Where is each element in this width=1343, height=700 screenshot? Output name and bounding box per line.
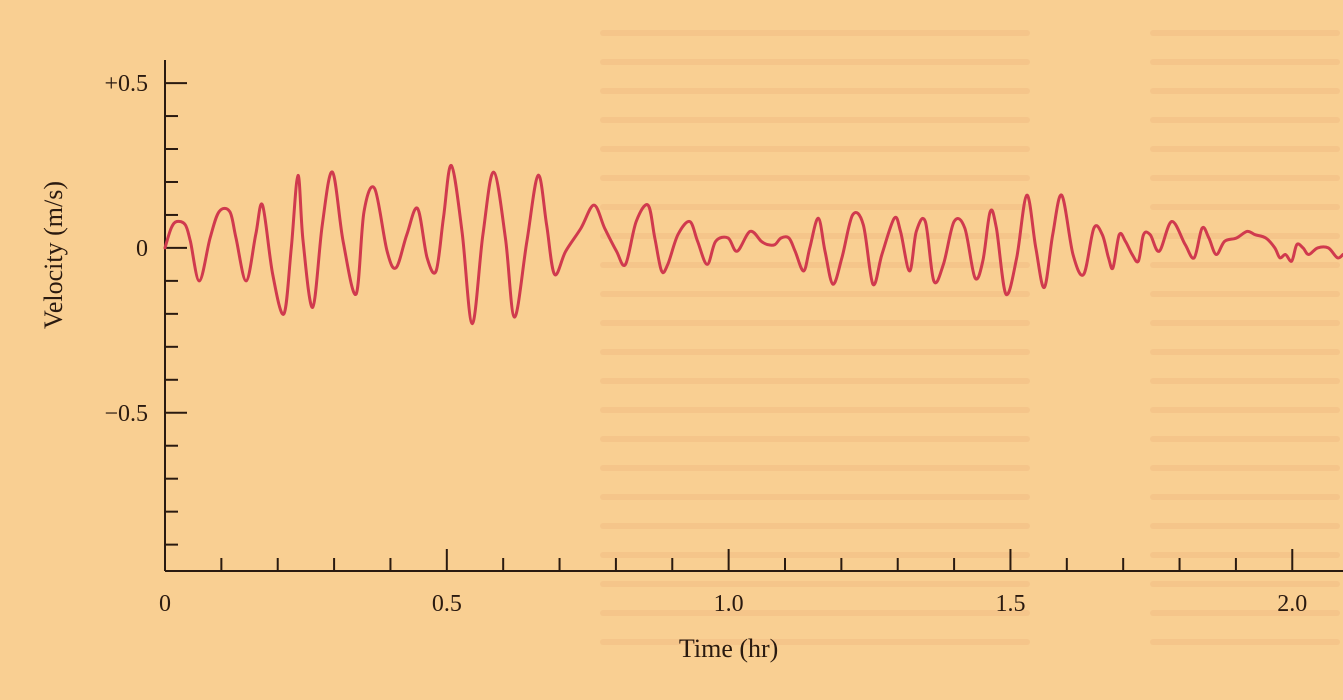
texture-band xyxy=(1150,349,1340,355)
texture-band xyxy=(1150,262,1340,268)
texture-band xyxy=(600,175,1030,181)
texture-band xyxy=(600,523,1030,529)
texture-band xyxy=(1150,117,1340,123)
texture-band xyxy=(600,378,1030,384)
texture-band xyxy=(1150,320,1340,326)
velocity-series-line xyxy=(163,163,1343,326)
texture-band xyxy=(1150,639,1340,645)
texture-band xyxy=(1150,233,1340,239)
paper-show-through xyxy=(600,30,1340,645)
series-group xyxy=(163,163,1343,326)
texture-band xyxy=(600,146,1030,152)
texture-band xyxy=(600,204,1030,210)
y-tick-label: +0.5 xyxy=(104,71,148,97)
texture-band xyxy=(600,262,1030,268)
texture-band xyxy=(1150,378,1340,384)
x-tick-label: 2.0 xyxy=(1277,591,1307,617)
x-tick-label: 0 xyxy=(159,591,171,617)
axes-group xyxy=(164,60,1343,572)
texture-band xyxy=(1150,88,1340,94)
texture-band xyxy=(600,320,1030,326)
texture-band xyxy=(1150,30,1340,36)
texture-band xyxy=(1150,175,1340,181)
texture-band xyxy=(600,88,1030,94)
texture-band xyxy=(1150,494,1340,500)
x-tick-label: 1.0 xyxy=(714,591,744,617)
ticks-group xyxy=(164,82,1294,571)
texture-band xyxy=(600,436,1030,442)
texture-band xyxy=(600,233,1030,239)
texture-band xyxy=(600,117,1030,123)
texture-band xyxy=(1150,436,1340,442)
texture-band xyxy=(1150,581,1340,587)
y-tick-label: −0.5 xyxy=(104,401,148,427)
y-axis-title: Velocity (m/s) xyxy=(39,181,68,329)
texture-band xyxy=(600,639,1030,645)
texture-band xyxy=(1150,291,1340,297)
labels-group: 0 0.5 1.0 1.5 2.0 +0.5 0 −0.5 Time (hr) Velocity … xyxy=(39,71,1307,663)
texture-band xyxy=(1150,407,1340,413)
texture-band xyxy=(600,581,1030,587)
texture-band xyxy=(600,552,1030,558)
texture-band xyxy=(600,349,1030,355)
texture-band xyxy=(600,291,1030,297)
y-tick-label: 0 xyxy=(136,236,148,262)
texture-band xyxy=(1150,523,1340,529)
texture-band xyxy=(600,465,1030,471)
x-axis-title: Time (hr) xyxy=(679,634,778,663)
texture-band xyxy=(1150,59,1340,65)
texture-band xyxy=(1150,204,1340,210)
x-tick-label: 0.5 xyxy=(432,591,462,617)
texture-band xyxy=(1150,552,1340,558)
texture-band xyxy=(1150,465,1340,471)
texture-band xyxy=(1150,610,1340,616)
x-tick-label: 1.5 xyxy=(995,591,1025,617)
texture-band xyxy=(1150,146,1340,152)
texture-band xyxy=(600,59,1030,65)
texture-band xyxy=(600,30,1030,36)
texture-band xyxy=(600,407,1030,413)
texture-band xyxy=(600,494,1030,500)
texture-band xyxy=(600,610,1030,616)
